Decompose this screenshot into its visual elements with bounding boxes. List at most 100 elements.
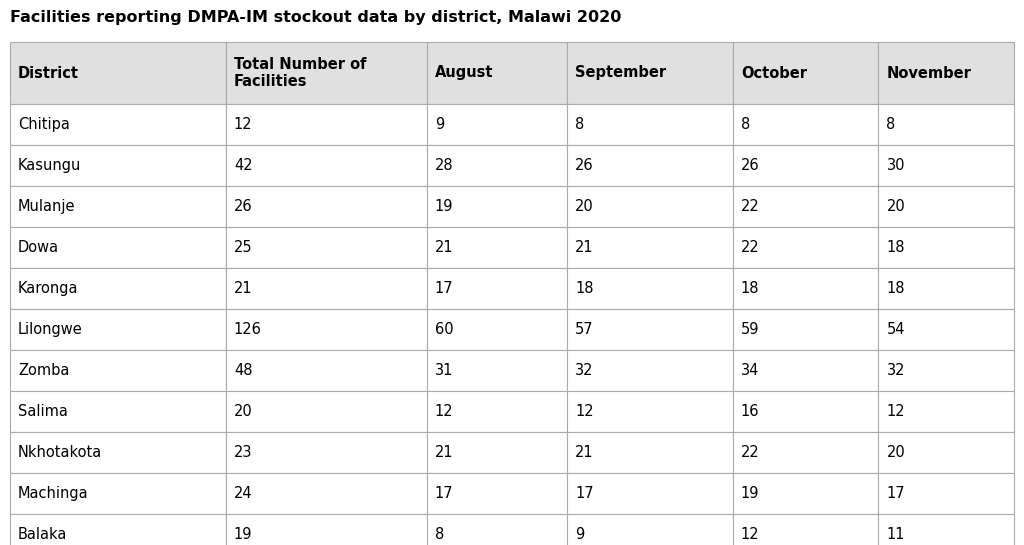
Text: Machinga: Machinga: [18, 486, 89, 501]
Text: 8: 8: [741, 117, 751, 132]
Text: 8: 8: [575, 117, 585, 132]
Bar: [879, 42, 1014, 104]
Bar: [226, 186, 427, 227]
Text: Zomba: Zomba: [18, 363, 70, 378]
Text: 12: 12: [575, 404, 594, 419]
Bar: [427, 268, 567, 309]
Text: 8: 8: [887, 117, 896, 132]
Bar: [733, 473, 879, 514]
Text: 32: 32: [887, 363, 905, 378]
Bar: [879, 391, 1014, 432]
Text: 16: 16: [741, 404, 760, 419]
Bar: [10, 42, 226, 104]
Bar: [567, 432, 733, 473]
Text: 21: 21: [233, 281, 253, 296]
Bar: [567, 268, 733, 309]
Bar: [226, 268, 427, 309]
Bar: [879, 350, 1014, 391]
Bar: [567, 473, 733, 514]
Bar: [879, 268, 1014, 309]
Bar: [10, 432, 226, 473]
Text: September: September: [575, 65, 667, 81]
Text: 17: 17: [575, 486, 594, 501]
Text: Nkhotakota: Nkhotakota: [18, 445, 102, 460]
Text: 18: 18: [887, 240, 905, 255]
Text: 19: 19: [233, 527, 252, 542]
Text: 20: 20: [887, 445, 905, 460]
Text: 12: 12: [233, 117, 253, 132]
Text: 22: 22: [741, 199, 760, 214]
Bar: [733, 42, 879, 104]
Bar: [10, 391, 226, 432]
Bar: [733, 350, 879, 391]
Bar: [427, 514, 567, 545]
Text: 23: 23: [233, 445, 252, 460]
Text: 31: 31: [434, 363, 453, 378]
Bar: [10, 473, 226, 514]
Bar: [226, 104, 427, 145]
Bar: [226, 350, 427, 391]
Text: Balaka: Balaka: [18, 527, 68, 542]
Bar: [567, 350, 733, 391]
Text: 19: 19: [434, 199, 454, 214]
Bar: [10, 186, 226, 227]
Bar: [226, 432, 427, 473]
Text: 26: 26: [575, 158, 594, 173]
Text: 30: 30: [887, 158, 905, 173]
Text: 48: 48: [233, 363, 252, 378]
Text: Lilongwe: Lilongwe: [18, 322, 83, 337]
Bar: [226, 473, 427, 514]
Bar: [427, 186, 567, 227]
Text: 21: 21: [575, 240, 594, 255]
Bar: [10, 145, 226, 186]
Text: 21: 21: [575, 445, 594, 460]
Bar: [226, 145, 427, 186]
Text: 57: 57: [575, 322, 594, 337]
Text: 12: 12: [741, 527, 760, 542]
Text: Facilities reporting DMPA-IM stockout data by district, Malawi 2020: Facilities reporting DMPA-IM stockout da…: [10, 10, 622, 25]
Text: 17: 17: [887, 486, 905, 501]
Text: August: August: [434, 65, 494, 81]
Text: 21: 21: [434, 445, 454, 460]
Bar: [226, 391, 427, 432]
Bar: [733, 391, 879, 432]
Text: Karonga: Karonga: [18, 281, 79, 296]
Text: Kasungu: Kasungu: [18, 158, 81, 173]
Bar: [427, 432, 567, 473]
Text: 20: 20: [233, 404, 253, 419]
Bar: [427, 309, 567, 350]
Text: Dowa: Dowa: [18, 240, 59, 255]
Bar: [733, 432, 879, 473]
Text: 9: 9: [434, 117, 444, 132]
Text: District: District: [18, 65, 79, 81]
Text: 60: 60: [434, 322, 454, 337]
Text: 12: 12: [434, 404, 454, 419]
Text: 19: 19: [741, 486, 760, 501]
Text: 26: 26: [233, 199, 253, 214]
Bar: [226, 42, 427, 104]
Bar: [879, 145, 1014, 186]
Bar: [733, 227, 879, 268]
Bar: [427, 227, 567, 268]
Text: 28: 28: [434, 158, 454, 173]
Bar: [567, 309, 733, 350]
Text: Mulanje: Mulanje: [18, 199, 76, 214]
Text: 9: 9: [575, 527, 585, 542]
Bar: [10, 350, 226, 391]
Bar: [733, 268, 879, 309]
Text: 54: 54: [887, 322, 905, 337]
Bar: [567, 227, 733, 268]
Bar: [567, 42, 733, 104]
Bar: [733, 104, 879, 145]
Text: 22: 22: [741, 445, 760, 460]
Bar: [10, 104, 226, 145]
Bar: [10, 309, 226, 350]
Text: 34: 34: [741, 363, 759, 378]
Bar: [567, 186, 733, 227]
Bar: [427, 473, 567, 514]
Text: Total Number of
Facilities: Total Number of Facilities: [233, 57, 367, 89]
Bar: [427, 350, 567, 391]
Bar: [427, 391, 567, 432]
Bar: [879, 514, 1014, 545]
Bar: [733, 309, 879, 350]
